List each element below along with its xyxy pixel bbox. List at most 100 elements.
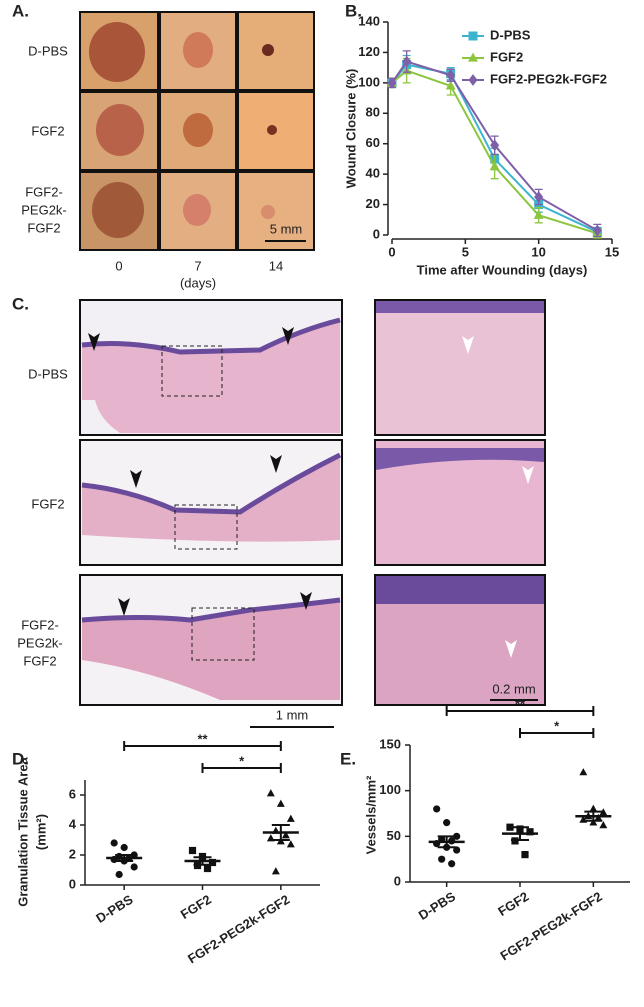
- data-point: [266, 789, 275, 797]
- y-axis-label: Vessels/mm²: [363, 775, 378, 854]
- data-point: [506, 823, 514, 831]
- significance-label: **: [197, 731, 208, 746]
- sem-bar: [271, 824, 290, 841]
- column-label: 7: [194, 258, 201, 273]
- row-label: FGF2: [31, 496, 64, 511]
- data-point: [276, 799, 285, 807]
- data-point: [387, 77, 397, 89]
- data-point: [533, 209, 544, 219]
- data-point: [592, 224, 602, 237]
- data-point: [402, 55, 412, 68]
- legend-marker: [468, 52, 478, 62]
- data-point: [286, 840, 295, 848]
- y-tick-label: 100: [358, 74, 380, 89]
- column-label: 0: [115, 258, 122, 273]
- y-tick-label: 60: [366, 135, 380, 150]
- panel-label: D.: [12, 749, 29, 768]
- significance-bracket: [445, 706, 595, 716]
- column-label: 14: [269, 258, 283, 273]
- y-tick-label: 80: [366, 105, 380, 120]
- row-label: D-PBS: [28, 366, 68, 381]
- significance-bracket: [519, 728, 595, 738]
- column-unit: (days): [180, 275, 216, 290]
- y-tick-label: 100: [379, 782, 401, 797]
- sem-bar: [193, 856, 212, 866]
- data-point: [443, 819, 451, 827]
- x-tick-label: 5: [462, 244, 469, 259]
- y-tick-label: 0: [394, 873, 401, 888]
- data-point: [589, 818, 598, 826]
- sem-bar: [437, 835, 456, 849]
- data-point: [110, 839, 118, 847]
- y-axis-label: Granulation Tissue Area: [15, 756, 30, 906]
- y-tick-label: 0: [69, 876, 76, 891]
- data-point: [445, 80, 456, 90]
- row-label: FGF2-: [25, 184, 63, 199]
- y-tick-label: 0: [373, 226, 380, 241]
- y-tick-label: 140: [358, 13, 380, 28]
- significance-label: *: [239, 753, 245, 768]
- y-tick-label: 50: [387, 828, 401, 843]
- legend-label: D-PBS: [490, 27, 531, 42]
- row-label: PEG2k-: [17, 635, 63, 650]
- legend-label: FGF2-PEG2k-FGF2: [490, 71, 607, 86]
- row-label: FGF2: [27, 220, 60, 235]
- row-label: FGF2-: [21, 617, 59, 632]
- y-tick-label: 20: [366, 196, 380, 211]
- panel-label: B.: [345, 1, 362, 20]
- data-point: [490, 139, 500, 152]
- data-point: [446, 69, 456, 82]
- data-point: [599, 808, 608, 816]
- series-line: [391, 60, 598, 232]
- wound-photos: [79, 11, 315, 251]
- data-point: [203, 864, 212, 873]
- data-point: [208, 858, 217, 867]
- data-point: [188, 846, 197, 855]
- x-tick-label: 10: [531, 244, 545, 259]
- row-label: D-PBS: [28, 43, 68, 58]
- legend-marker: [468, 74, 478, 86]
- x-tick-label: 0: [388, 244, 395, 259]
- y-axis-label: Wound Closure (%): [343, 69, 358, 189]
- data-point: [453, 832, 461, 840]
- y-tick-label: 4: [69, 816, 77, 831]
- data-point: [579, 768, 588, 776]
- x-tick-label: FGF2: [495, 889, 531, 919]
- significance-bracket: [123, 741, 282, 751]
- data-point: [521, 851, 529, 859]
- panel-label: C.: [12, 294, 29, 313]
- y-tick-label: 150: [379, 736, 401, 751]
- data-point: [526, 828, 534, 836]
- data-point: [433, 805, 441, 813]
- row-label: PEG2k-: [21, 202, 67, 217]
- data-point: [120, 843, 128, 852]
- data-point: [589, 804, 598, 812]
- legend-marker: [468, 31, 478, 41]
- y-tick-label: 40: [366, 166, 380, 181]
- scale-bar-label: 0.2 mm: [492, 681, 535, 696]
- x-tick-label: 15: [605, 244, 619, 259]
- data-point: [115, 870, 123, 879]
- data-point: [271, 867, 280, 875]
- y-tick-label: 2: [69, 846, 76, 861]
- row-label: FGF2: [31, 123, 64, 138]
- data-point: [599, 821, 608, 829]
- histology-images: [79, 299, 546, 728]
- data-point: [286, 814, 295, 822]
- data-point: [448, 860, 456, 868]
- data-point: [438, 855, 446, 863]
- scale-bar-label: 1 mm: [276, 707, 309, 722]
- x-tick-label: D-PBS: [93, 892, 136, 926]
- scale-bar-label: 5 mm: [270, 221, 303, 236]
- data-point: [534, 191, 544, 203]
- y-tick-label: 6: [69, 786, 76, 801]
- x-axis-label: Time after Wounding (days): [417, 262, 588, 277]
- row-label: FGF2: [23, 653, 56, 668]
- legend-label: FGF2: [490, 49, 523, 64]
- panel-label: A.: [12, 1, 29, 20]
- y-tick-label: 120: [358, 44, 380, 59]
- sem-bar: [115, 854, 134, 862]
- x-tick-label: D-PBS: [416, 889, 459, 923]
- significance-label: **: [515, 696, 526, 711]
